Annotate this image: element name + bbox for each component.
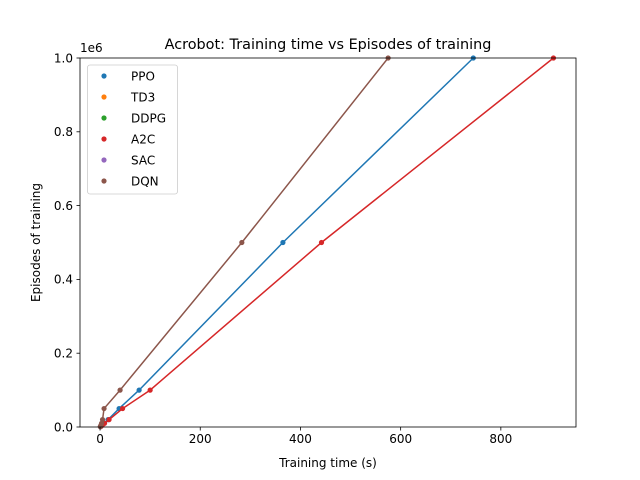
- x-axis-label: Training time (s): [278, 456, 377, 470]
- x-tick-label: 0: [96, 432, 104, 446]
- legend-label: TD3: [130, 90, 155, 104]
- data-point-ppo: [280, 239, 286, 246]
- legend-item: A2C: [101, 132, 155, 146]
- data-point-dqn: [239, 239, 245, 246]
- x-tick-label: 600: [389, 432, 412, 446]
- legend-label: SAC: [131, 153, 155, 167]
- legend-marker: [101, 178, 107, 184]
- legend-item: DDPG: [101, 111, 166, 125]
- y-axis-offset-label: 1e6: [80, 41, 103, 55]
- legend-label: DDPG: [131, 111, 166, 125]
- x-axis: 0 200 400 600 800: [96, 427, 512, 446]
- y-tick-label: 1.0: [54, 51, 73, 65]
- data-point-dqn: [101, 405, 107, 412]
- y-tick-label: 0.6: [54, 199, 73, 213]
- series-layer: [97, 55, 557, 430]
- series-dqn: [97, 55, 391, 430]
- y-tick-label: 0.0: [54, 420, 73, 434]
- y-tick-label: 0.2: [54, 347, 73, 361]
- legend-marker: [101, 136, 107, 142]
- legend-label: A2C: [131, 132, 155, 146]
- legend-item: PPO: [101, 69, 155, 83]
- legend: PPO TD3 DDPG A2C SAC DQN: [87, 64, 178, 195]
- legend-label: DQN: [131, 174, 159, 188]
- data-point-dqn: [117, 387, 123, 393]
- legend-item: SAC: [101, 153, 155, 167]
- chart-title: Acrobot: Training time vs Episodes of tr…: [165, 37, 492, 53]
- plot-area: [79, 55, 577, 430]
- data-point-a2c: [147, 387, 153, 393]
- data-point-ppo: [136, 387, 142, 393]
- data-point-a2c: [119, 405, 126, 412]
- legend-marker: [101, 157, 107, 163]
- x-tick-label: 200: [189, 432, 212, 446]
- legend-label: PPO: [131, 69, 155, 83]
- legend-box: [87, 64, 178, 195]
- legend-item: DQN: [101, 174, 159, 188]
- x-tick-label: 400: [289, 432, 312, 446]
- y-tick-label: 0.8: [54, 125, 73, 139]
- plot-frame: [79, 57, 577, 428]
- legend-marker: [101, 73, 107, 79]
- y-axis: 0.0 0.2 0.4 0.6 0.8 1.0: [54, 51, 80, 434]
- legend-marker: [101, 115, 107, 121]
- x-tick-label: 800: [489, 432, 512, 446]
- data-point-dqn: [99, 417, 106, 423]
- data-point-a2c: [318, 239, 325, 246]
- y-tick-label: 0.4: [54, 273, 73, 287]
- data-point-a2c: [106, 417, 112, 423]
- legend-item: TD3: [101, 90, 155, 104]
- y-axis-label: Episodes of training: [29, 183, 43, 302]
- legend-marker: [101, 94, 107, 100]
